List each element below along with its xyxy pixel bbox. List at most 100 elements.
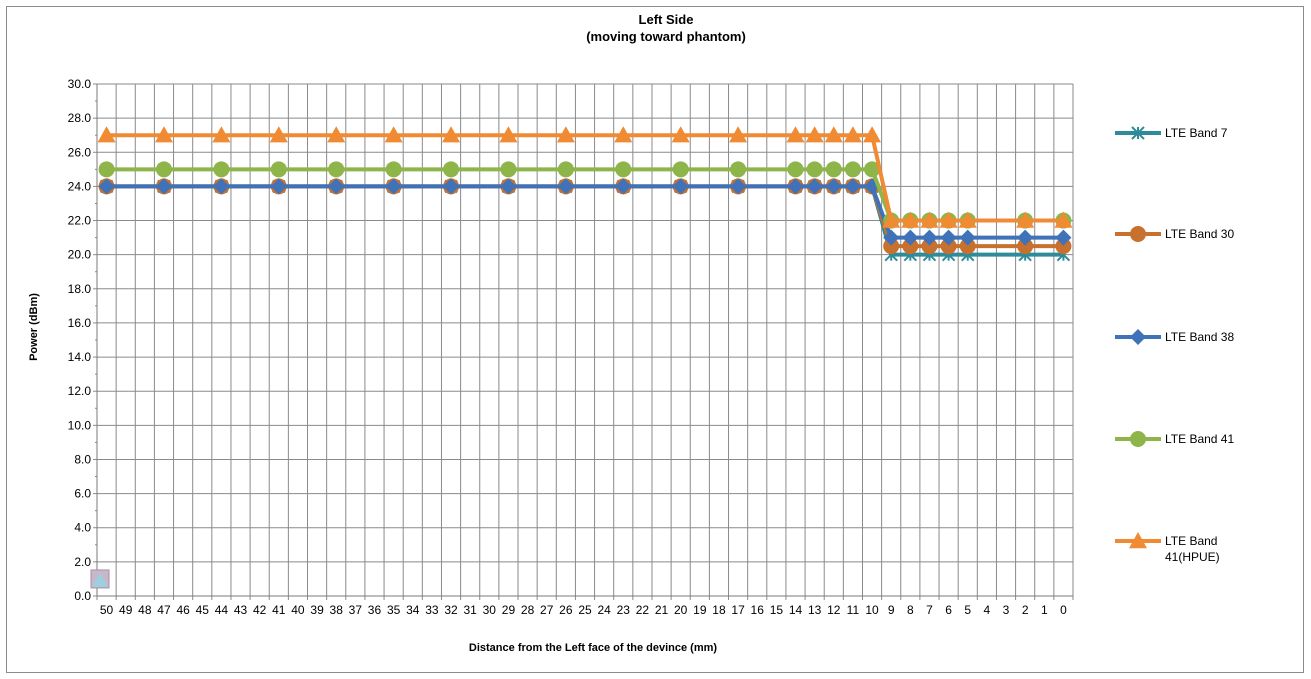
x-tick-label: 5	[964, 603, 971, 617]
data-point	[385, 178, 402, 195]
x-tick-label: 39	[310, 603, 324, 617]
data-point	[614, 126, 633, 143]
legend-label: LTE Band	[1165, 534, 1217, 548]
data-point	[959, 238, 976, 255]
x-axis-label: Distance from the Left face of the devin…	[469, 642, 717, 654]
y-tick-label: 28.0	[68, 111, 92, 125]
legend: LTE Band 7 LTE Band 30 LTE Band 38 LTE Band…	[1115, 126, 1234, 564]
x-tick-label: 9	[888, 603, 895, 617]
x-tick-label: 36	[368, 603, 382, 617]
data-point	[883, 229, 900, 246]
legend-swatch-marker	[1130, 329, 1146, 345]
axes: 0.0 2.0 4.0 6.0 8.0 10.0 12.0 14.0 16.0 18.0 20.0 2…	[68, 77, 1074, 617]
x-tick-label: 32	[444, 603, 458, 617]
y-tick-label: 0.0	[74, 589, 91, 603]
chart-subtitle: (moving toward phantom)	[586, 29, 746, 44]
x-tick-label: 50	[100, 603, 114, 617]
x-tick-label: 29	[502, 603, 516, 617]
data-point	[940, 238, 957, 255]
data-point	[499, 126, 518, 143]
data-point	[97, 126, 116, 143]
x-tick-label: 41	[272, 603, 286, 617]
data-point	[825, 161, 842, 178]
data-point	[883, 238, 900, 255]
x-tick-label: 1	[1041, 603, 1048, 617]
legend-label: LTE Band 7	[1165, 126, 1228, 140]
data-point	[385, 161, 402, 178]
data-point	[730, 161, 747, 178]
x-tick-label: 19	[693, 603, 707, 617]
data-point	[213, 161, 230, 178]
data-point	[863, 126, 882, 143]
x-tick-label: 2	[1022, 603, 1029, 617]
x-tick-label: 42	[253, 603, 267, 617]
chart-title: Left Side	[639, 12, 694, 27]
data-point	[671, 126, 690, 143]
x-tick-label: 38	[330, 603, 344, 617]
x-tick-label: 21	[655, 603, 669, 617]
x-tick-label: 13	[808, 603, 822, 617]
x-tick-label: 16	[751, 603, 765, 617]
legend-label: LTE Band 41	[1165, 432, 1234, 446]
grid	[96, 83, 1074, 597]
y-axis-label: Power (dBm)	[28, 293, 40, 361]
data-point	[939, 211, 958, 228]
data-point	[729, 126, 748, 143]
data-point	[1017, 238, 1034, 255]
x-tick-label: 6	[945, 603, 952, 617]
y-tick-label: 18.0	[68, 282, 92, 296]
data-point	[98, 178, 115, 195]
x-tick-label: 35	[387, 603, 401, 617]
x-tick-label: 25	[578, 603, 592, 617]
y-tick-label: 14.0	[68, 350, 92, 364]
data-point	[155, 178, 172, 195]
series-layer	[90, 126, 1073, 589]
x-tick-label: 11	[847, 603, 860, 617]
legend-item-1: LTE Band 7	[1115, 126, 1228, 140]
data-point	[556, 126, 575, 143]
x-tick-label: 27	[540, 603, 554, 617]
x-tick-label: 40	[291, 603, 305, 617]
legend-item-2: LTE Band 30	[1115, 226, 1234, 242]
data-point	[328, 161, 345, 178]
data-point	[212, 126, 231, 143]
x-tick-label: 26	[559, 603, 573, 617]
data-point	[825, 178, 842, 195]
x-tick-label: 4	[984, 603, 991, 617]
data-point	[786, 126, 805, 143]
data-point	[672, 161, 689, 178]
y-tick-label: 24.0	[68, 179, 92, 193]
data-point	[615, 161, 632, 178]
x-tick-label: 34	[406, 603, 420, 617]
x-tick-label: 30	[483, 603, 497, 617]
data-point	[213, 178, 230, 195]
y-tick-label: 12.0	[68, 384, 92, 398]
legend-swatch-marker	[1131, 126, 1145, 140]
data-point	[806, 161, 823, 178]
series-lte-band-38	[98, 178, 1072, 246]
y-tick-label: 30.0	[68, 77, 92, 91]
legend-item-5: LTE Band 41(HPUE)	[1115, 532, 1220, 564]
data-point	[98, 161, 115, 178]
data-point	[959, 229, 976, 246]
data-point	[940, 229, 957, 246]
data-point	[500, 178, 517, 195]
legend-swatch-marker	[1129, 532, 1147, 549]
x-tick-label: 17	[731, 603, 745, 617]
data-point	[844, 161, 861, 178]
x-tick-label: 45	[196, 603, 210, 617]
data-point	[805, 126, 824, 143]
y-tick-label: 8.0	[74, 452, 91, 466]
data-point	[1055, 229, 1072, 246]
x-tick-label: 14	[789, 603, 803, 617]
legend-label: LTE Band 30	[1165, 227, 1234, 241]
x-tick-label: 48	[138, 603, 152, 617]
data-point	[327, 126, 346, 143]
series-lte-band-41	[98, 161, 1072, 229]
x-tick-label: 37	[349, 603, 363, 617]
x-tick-label: 46	[176, 603, 190, 617]
data-point	[442, 126, 461, 143]
data-point	[843, 126, 862, 143]
data-point	[902, 238, 919, 255]
data-point	[557, 178, 574, 195]
